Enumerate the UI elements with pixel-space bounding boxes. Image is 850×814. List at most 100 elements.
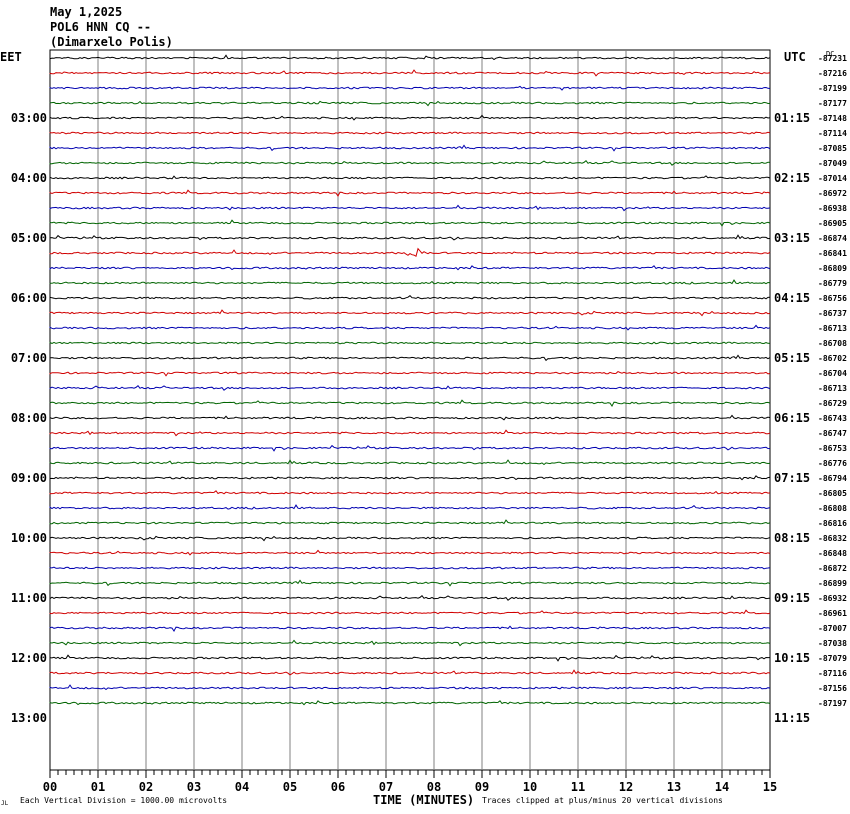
trace-line — [49, 204, 771, 212]
trace-offset-label: -87177 — [818, 99, 847, 108]
trace-offset-label: -86938 — [818, 204, 847, 213]
grid-layer — [49, 49, 771, 778]
trace-offset-label: -87216 — [818, 69, 847, 78]
trace-line — [49, 354, 771, 362]
trace-offset-label: -86737 — [818, 309, 847, 318]
x-tick-label: 12 — [619, 780, 633, 794]
x-tick-label: 08 — [427, 780, 441, 794]
left-hour-label: 12:00 — [11, 651, 47, 665]
trace-offset-label: -86702 — [818, 354, 847, 363]
trace-offset-label: -87116 — [818, 669, 847, 678]
right-hour-label: 08:15 — [774, 531, 810, 545]
trace-line — [49, 414, 771, 421]
trace-line — [49, 535, 771, 542]
corner-label: DC — [826, 50, 835, 58]
trace-line — [49, 144, 771, 152]
left-hour-label: 11:00 — [11, 591, 47, 605]
trace-offset-label: -86816 — [818, 519, 847, 528]
trace-offset-label: -87085 — [818, 144, 847, 153]
x-tick-label: 03 — [187, 780, 201, 794]
right-hour-label: 05:15 — [774, 351, 810, 365]
trace-line — [49, 579, 771, 587]
trace-line — [49, 625, 771, 632]
trace-offset-label: -86776 — [818, 459, 847, 468]
trace-offset-label: -87231 — [818, 54, 847, 63]
trace-line — [49, 234, 771, 241]
trace-line — [49, 429, 771, 437]
trace-offset-label: -86848 — [818, 549, 847, 558]
trace-line — [49, 69, 771, 77]
trace-offset-label: -86874 — [818, 234, 847, 243]
left-hour-label: 06:00 — [11, 291, 47, 305]
trace-line — [49, 384, 771, 391]
trace-offset-label: -87014 — [818, 174, 847, 183]
trace-line — [49, 85, 771, 91]
x-tick-label: 07 — [379, 780, 393, 794]
left-hour-label: 05:00 — [11, 231, 47, 245]
trace-offset-label: -86972 — [818, 189, 847, 198]
trace-layer — [49, 54, 771, 706]
trace-line — [49, 175, 771, 180]
trace-line — [49, 341, 771, 345]
trace-line — [49, 279, 771, 285]
trace-offset-label: -86899 — [818, 579, 847, 588]
trace-line — [49, 219, 771, 227]
right-hour-label: 06:15 — [774, 411, 810, 425]
trace-line — [49, 131, 771, 135]
trace-line — [49, 189, 771, 197]
trace-line — [49, 100, 771, 107]
trace-offset-label: -86704 — [818, 369, 847, 378]
trace-line — [49, 519, 771, 525]
trace-offset-label: -86805 — [818, 489, 847, 498]
right-hour-label: 04:15 — [774, 291, 810, 305]
trace-line — [49, 247, 771, 257]
trace-line — [49, 669, 771, 676]
trace-line — [49, 639, 771, 647]
label-layer: 00 01 02 03 04 05 06 07 08 09 10 11 12 13 14 15 -87231 -8… — [11, 54, 847, 794]
x-tick-label: 14 — [715, 780, 729, 794]
trace-line — [49, 54, 771, 61]
right-hour-label: 07:15 — [774, 471, 810, 485]
left-hour-label: 09:00 — [11, 471, 47, 485]
x-tick-label: 11 — [571, 780, 585, 794]
trace-offset-label: -87007 — [818, 624, 847, 633]
trace-offset-label: -86808 — [818, 504, 847, 513]
trace-offset-label: -86756 — [818, 294, 847, 303]
scale-note: Each Vertical Division = 1000.00 microvo… — [20, 796, 228, 805]
x-tick-label: 15 — [763, 780, 777, 794]
right-hour-label: 02:15 — [774, 171, 810, 185]
x-tick-label: 09 — [475, 780, 489, 794]
trace-offset-label: -86713 — [818, 324, 847, 333]
trace-offset-label: -86708 — [818, 339, 847, 348]
left-hour-label: 07:00 — [11, 351, 47, 365]
trace-offset-label: -86932 — [818, 594, 847, 603]
trace-line — [49, 609, 771, 615]
left-hour-label: 03:00 — [11, 111, 47, 125]
trace-offset-label: -86713 — [818, 384, 847, 393]
left-hour-label: 04:00 — [11, 171, 47, 185]
trace-line — [49, 444, 771, 452]
trace-line — [49, 566, 771, 570]
trace-offset-label: -86743 — [818, 414, 847, 423]
right-hour-label: 01:15 — [774, 111, 810, 125]
left-timezone-label: EET — [0, 50, 22, 64]
right-timezone-label: UTC — [784, 50, 806, 64]
header-location: (Dimarxelo Polis) — [50, 35, 173, 49]
trace-offset-label: -86809 — [818, 264, 847, 273]
x-axis-title: TIME (MINUTES) — [373, 793, 475, 807]
header-station: POL6 HNN CQ -- — [50, 20, 152, 34]
trace-line — [49, 594, 771, 601]
trace-line — [49, 549, 771, 556]
trace-offset-label: -86961 — [818, 609, 847, 618]
trace-line — [49, 371, 771, 377]
clip-note: Traces clipped at plus/minus 20 vertical… — [482, 796, 723, 805]
x-tick-label: 13 — [667, 780, 681, 794]
trace-line — [49, 309, 771, 317]
corner-mark: JL — [1, 800, 9, 807]
trace-line — [49, 700, 771, 706]
left-hour-label: 13:00 — [11, 711, 47, 725]
trace-line — [49, 265, 771, 271]
x-tick-label: 06 — [331, 780, 345, 794]
trace-offset-label: -86872 — [818, 564, 847, 573]
trace-offset-label: -86729 — [818, 399, 847, 408]
